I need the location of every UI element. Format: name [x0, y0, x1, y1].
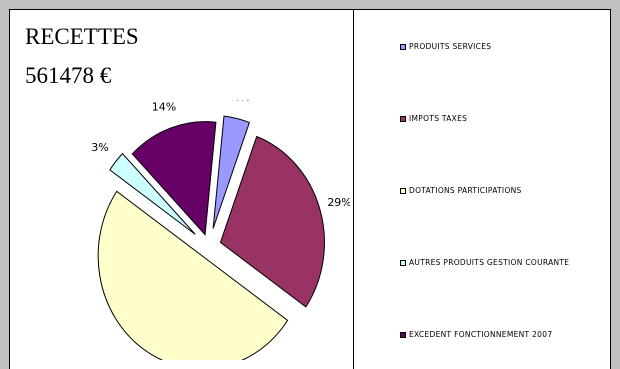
legend-item: DOTATIONS PARTICIPATIONS	[400, 186, 522, 195]
chart-title: RECETTES	[25, 24, 139, 49]
legend-swatch	[400, 115, 406, 122]
legend-swatch	[400, 187, 406, 194]
slice-label: 3%	[91, 141, 108, 154]
pie-slice	[212, 115, 250, 229]
legend-item: PRODUITS SERVICES	[400, 42, 491, 51]
legend-label: IMPOTS TAXES	[409, 114, 468, 123]
legend-item: IMPOTS TAXES	[400, 114, 467, 123]
legend-divider	[353, 9, 354, 369]
legend-label: DOTATIONS PARTICIPATIONS	[409, 186, 522, 195]
legend-swatch	[400, 331, 406, 338]
pie-slice	[109, 152, 196, 235]
legend: PRODUITS SERVICES IMPOTS TAXES DOTATIONS P…	[400, 0, 610, 369]
slice-label: 4%	[233, 100, 250, 103]
pie-slice	[219, 135, 325, 308]
legend-label: PRODUITS SERVICES	[409, 42, 492, 51]
slice-label: 29%	[327, 196, 350, 209]
pie-chart: 4%29%50%3%14%	[91, 100, 350, 360]
legend-label: AUTRES PRODUITS GESTION COURANTE	[409, 258, 570, 267]
legend-label: EXCEDENT FONCTIONNEMENT 2007	[409, 330, 553, 339]
legend-swatch	[400, 259, 406, 266]
pie-slice	[97, 190, 289, 360]
pie-slice	[131, 121, 217, 236]
legend-item: EXCEDENT FONCTIONNEMENT 2007	[400, 330, 552, 339]
total-amount: 561478 €	[25, 63, 112, 88]
slice-label: 14%	[152, 101, 176, 114]
legend-swatch	[400, 43, 406, 50]
legend-item: AUTRES PRODUITS GESTION COURANTE	[400, 258, 569, 267]
